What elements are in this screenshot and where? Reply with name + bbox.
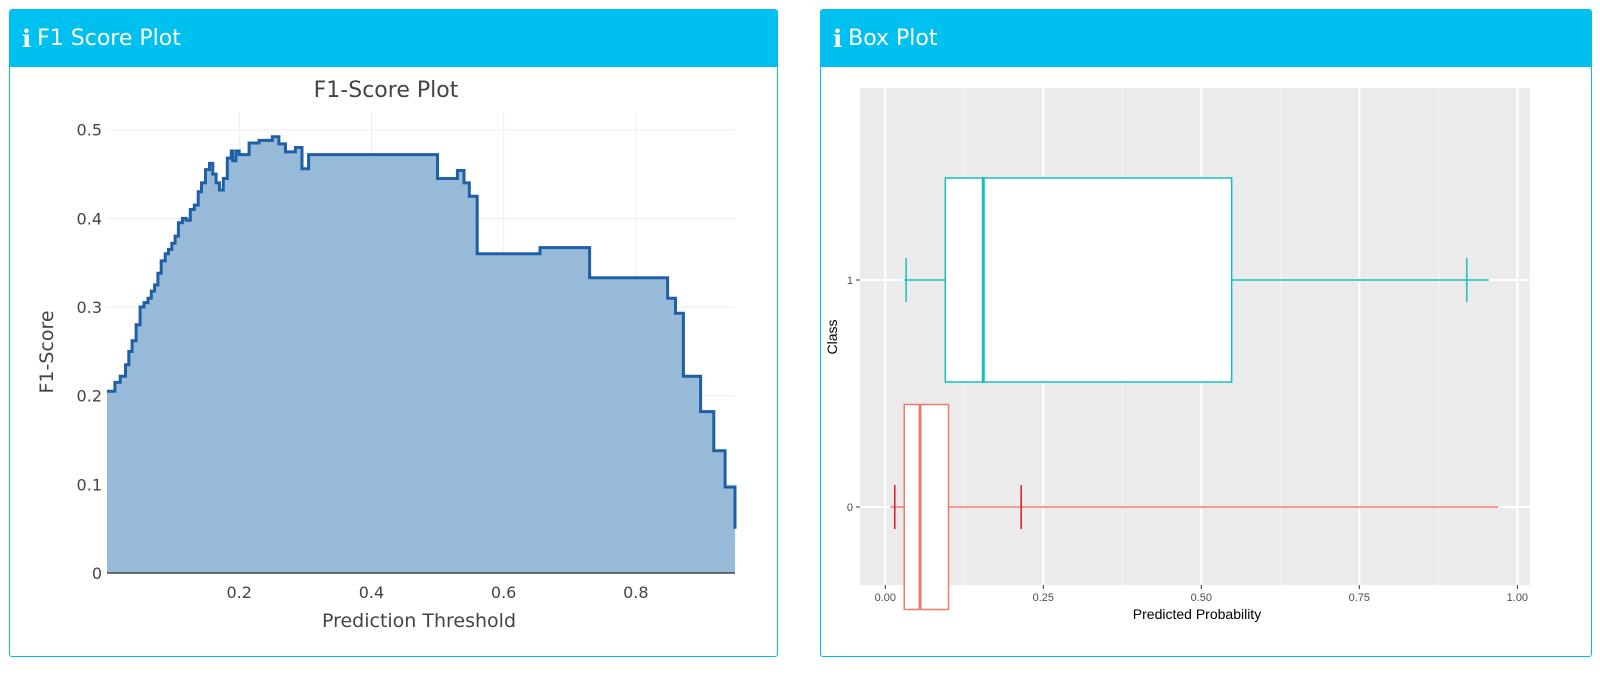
box-panel-header: i Box Plot [821, 10, 1591, 67]
f1-x-tick-label: 0.8 [623, 583, 648, 602]
box-y-tick-label: 1 [847, 275, 853, 287]
f1-score-line [107, 135, 737, 529]
f1-panel-header: i F1 Score Plot [10, 10, 777, 67]
box-y-axis-label: Class [824, 319, 840, 354]
f1-y-tick-label: 0.2 [77, 387, 102, 406]
f1-x-tick-label: 0.4 [359, 583, 384, 602]
f1-y-axis-label: F1-Score [36, 310, 58, 393]
f1-y-tick-label: 0.1 [77, 475, 102, 494]
f1-score-chart: F1-Score Plot 0.2 0.4 0.6 0.8 0 0.1 0.2 0.3 0.4 0… [36, 78, 737, 632]
f1-x-tick-label: 0.2 [226, 583, 251, 602]
f1-chart-title: F1-Score Plot [314, 78, 459, 103]
f1-x-axis-label: Prediction Threshold [322, 610, 516, 632]
box-x-tick-label: 0.00 [875, 592, 896, 604]
f1-y-tick-label: 0.4 [77, 209, 102, 228]
box-plot-panel: i Box Plot 0.00 0.25 0.50 0.75 1.00 0 1 Predic… [820, 9, 1592, 657]
box-x-tick-label: 0.25 [1033, 592, 1054, 604]
box-class-1 [944, 177, 1233, 383]
f1-score-panel: i F1 Score Plot F1-Score Plot 0.2 0.4 0.6 0… [9, 9, 778, 657]
f1-area-fill [107, 136, 735, 574]
box-class-0 [903, 403, 950, 611]
info-icon: i [22, 24, 32, 53]
box-x-tick-label: 0.75 [1349, 592, 1370, 604]
box-y-tick-label: 0 [847, 502, 853, 514]
box-plot-chart: 0.00 0.25 0.50 0.75 1.00 0 1 Predicted Probabi… [824, 88, 1530, 622]
info-icon: i [833, 24, 843, 53]
box-x-axis-label: Predicted Probability [1133, 606, 1261, 622]
f1-x-tick-label: 0.6 [491, 583, 516, 602]
f1-y-tick-label: 0.3 [77, 298, 102, 317]
f1-y-tick-label: 0.5 [77, 121, 102, 140]
box-panel-title: Box Plot [848, 26, 938, 51]
f1-y-tick-label: 0 [92, 564, 102, 583]
box-x-tick-label: 0.50 [1191, 592, 1212, 604]
f1-panel-title: F1 Score Plot [37, 26, 181, 51]
box-x-tick-label: 1.00 [1507, 592, 1528, 604]
